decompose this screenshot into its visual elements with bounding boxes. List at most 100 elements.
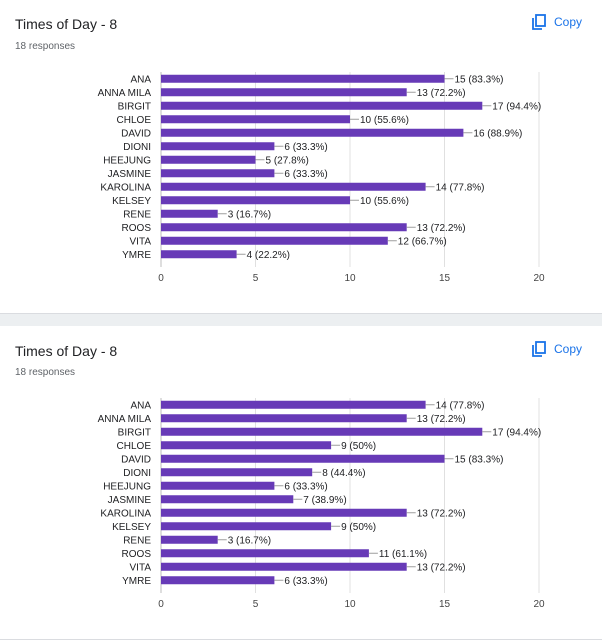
bar [161,115,350,124]
data-label: 10 (55.6%) [360,115,409,126]
x-tick-label: 0 [158,599,164,610]
copy-label: Copy [554,15,583,29]
data-label: 5 (27.8%) [266,155,309,166]
bar [161,441,332,450]
copy-icon [532,14,546,30]
response-count: 18 responses [15,41,76,52]
response-card-1: Times of Day - 8 18 responses Copy 0 5 10 1… [0,0,602,314]
bar [161,236,388,245]
bar [161,454,445,463]
data-label: 8 (44.4%) [322,468,365,479]
bar [161,155,256,164]
data-label: 3 (16.7%) [228,209,271,220]
data-label: 11 (61.1%) [379,549,427,560]
category-label: CHLOE [117,441,152,452]
copy-icon [532,341,546,357]
category-label: RENE [123,209,151,220]
bar [161,549,369,558]
category-label: JASMINE [108,169,152,180]
category-label: ANA [130,400,151,411]
category-label: KAROLINA [100,508,151,519]
bar [161,209,218,218]
category-label: KAROLINA [100,182,151,193]
data-label: 15 (83.3%) [455,454,504,465]
category-label: YMRE [122,250,151,261]
bar [161,508,407,517]
category-label: ROOS [122,223,152,234]
bar-chart: 0 5 10 15 20 ANA 14 (77.8%) ANNA MILA 13 (72.2%)… [98,398,545,610]
data-label: 6 (33.3%) [284,142,327,153]
response-count: 18 responses [15,367,76,378]
x-tick-label: 10 [344,599,356,610]
bar [161,522,332,531]
category-label: VITA [130,562,152,573]
bar [161,481,275,490]
data-label: 6 (33.3%) [284,481,327,492]
data-label: 9 (50%) [341,522,376,533]
category-label: HEEJUNG [103,155,151,166]
data-label: 13 (72.2%) [417,562,466,573]
response-card-2: Times of Day - 8 18 responses Copy 0 5 10 1… [0,326,602,640]
data-label: 15 (83.3%) [455,74,504,85]
data-label: 10 (55.6%) [360,196,409,207]
category-label: BIRGIT [118,427,151,438]
data-label: 17 (94.4%) [492,101,541,112]
bar [161,223,407,232]
bar [161,495,294,504]
category-label: YMRE [122,576,151,587]
category-label: HEEJUNG [103,481,151,492]
category-label: KELSEY [112,522,151,533]
data-label: 13 (72.2%) [417,223,466,234]
bar [161,535,218,544]
x-tick-label: 20 [533,599,545,610]
category-label: ROOS [122,549,152,560]
data-label: 3 (16.7%) [228,535,271,546]
bar-chart: 0 5 10 15 20 ANA 15 (83.3%) ANNA MILA 13 (72.2%)… [98,72,545,284]
bar [161,562,407,571]
data-label: 9 (50%) [341,441,376,452]
x-tick-label: 5 [253,599,259,610]
bar [161,250,237,259]
category-label: ANNA MILA [98,414,152,425]
data-label: 14 (77.8%) [436,400,485,411]
data-label: 6 (33.3%) [284,169,327,180]
bar [161,88,407,97]
category-label: BIRGIT [118,101,151,112]
category-label: DAVID [121,454,151,465]
bar [161,74,445,83]
copy-button[interactable]: Copy [532,14,582,30]
data-label: 14 (77.8%) [436,182,485,193]
category-label: CHLOE [117,115,152,126]
copy-label: Copy [554,342,583,356]
category-label: ANNA MILA [98,88,152,99]
data-label: 13 (72.2%) [417,508,466,519]
bar [161,142,275,151]
bar [161,427,483,436]
bar [161,128,464,137]
data-label: 13 (72.2%) [417,414,466,425]
category-label: VITA [130,236,152,247]
category-label: ANA [130,74,151,85]
bar [161,414,407,423]
copy-button[interactable]: Copy [532,341,582,357]
data-label: 16 (88.9%) [473,128,522,139]
x-tick-label: 15 [439,273,451,284]
category-label: JASMINE [108,495,152,506]
bar [161,576,275,585]
data-label: 7 (38.9%) [303,495,346,506]
category-label: DAVID [121,128,151,139]
x-tick-label: 5 [253,273,259,284]
bar [161,196,350,205]
x-tick-label: 10 [344,273,356,284]
data-label: 17 (94.4%) [492,427,541,438]
bar [161,169,275,178]
x-tick-label: 15 [439,599,451,610]
category-label: RENE [123,535,151,546]
bar [161,400,426,409]
question-title: Times of Day - 8 [15,343,118,359]
data-label: 13 (72.2%) [417,88,466,99]
x-tick-label: 0 [158,273,164,284]
bar [161,468,313,477]
category-label: DIONI [123,142,151,153]
data-label: 6 (33.3%) [284,576,327,587]
